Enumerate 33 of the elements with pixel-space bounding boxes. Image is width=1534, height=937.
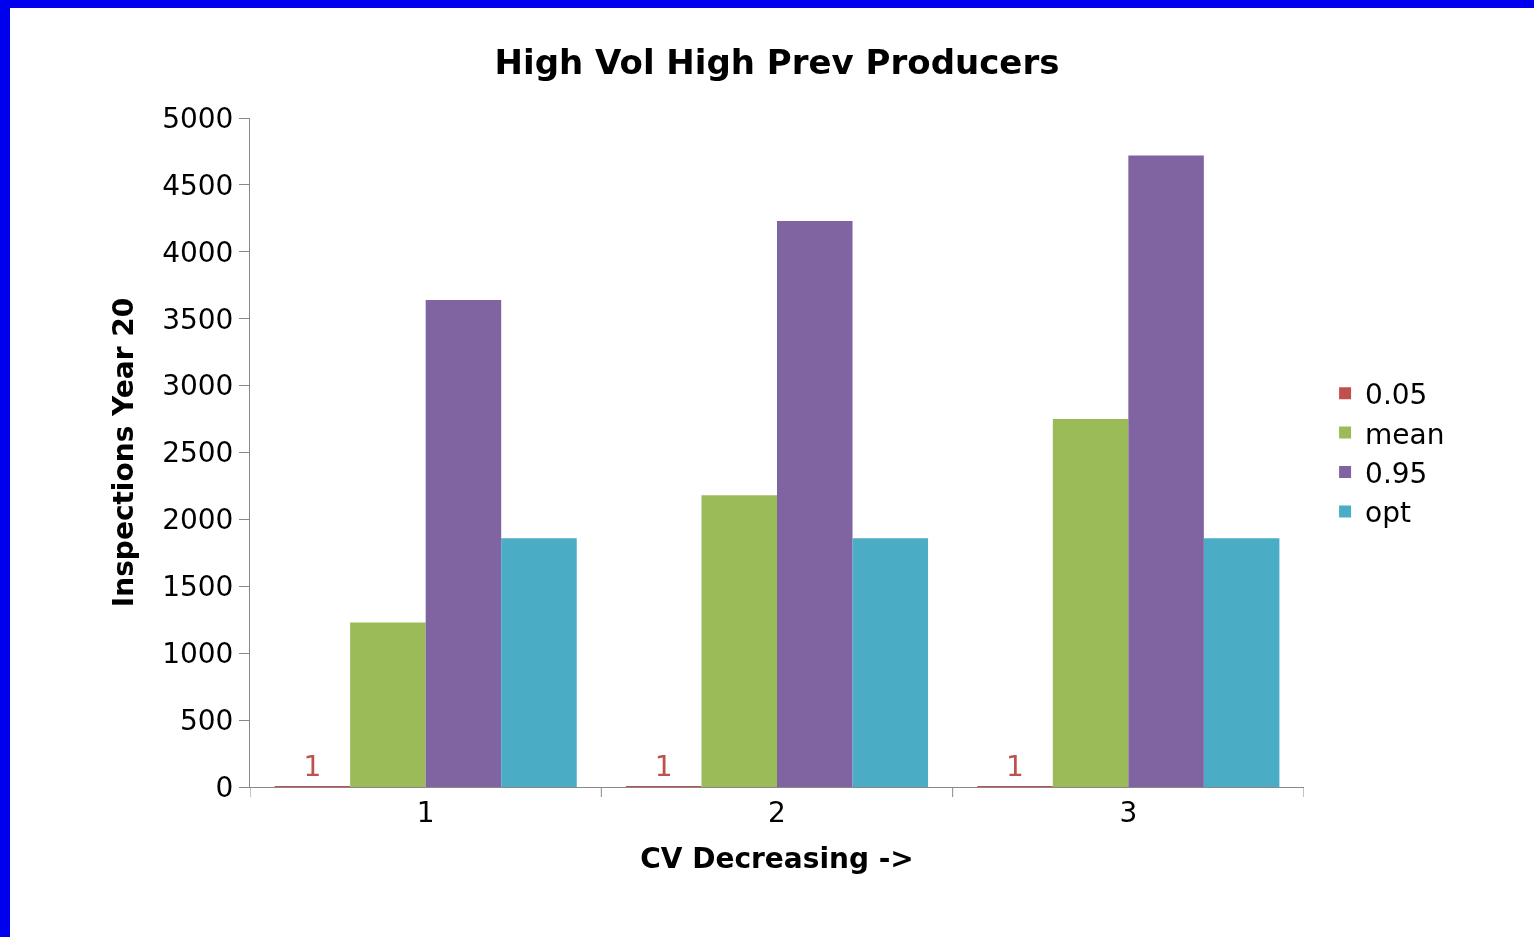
bar <box>852 538 929 787</box>
legend-label: mean <box>1365 417 1445 451</box>
x-tick-label: 3 <box>1119 795 1138 829</box>
y-tick-label: 1500 <box>162 570 234 604</box>
bar <box>701 495 777 787</box>
y-tick-label: 1000 <box>162 637 234 670</box>
bar <box>1052 419 1129 787</box>
chart-title: High Vol High Prev Producers <box>494 41 1060 82</box>
y-axis-title: Inspections Year 20 <box>106 297 140 608</box>
bar <box>777 221 853 787</box>
legend-label: 0.05 <box>1365 378 1428 412</box>
y-tick-label: 5000 <box>162 101 234 135</box>
legend-label: 0.95 <box>1365 456 1428 490</box>
bar <box>501 538 577 787</box>
bar <box>425 299 502 787</box>
y-tick-label: 4000 <box>162 235 234 269</box>
x-tick-label: 1 <box>416 795 435 829</box>
y-tick-label: 3000 <box>162 369 234 403</box>
y-tick-label: 2500 <box>162 436 234 470</box>
bar <box>1203 538 1280 787</box>
x-tick-label: 2 <box>768 795 786 829</box>
x-axis-title: CV Decreasing -> <box>640 841 914 875</box>
bar <box>1128 155 1204 787</box>
y-tick-label: 3500 <box>162 302 234 336</box>
legend-label: opt <box>1365 496 1411 530</box>
data-label: 1 <box>1006 750 1024 783</box>
y-tick-label: 4500 <box>162 168 234 202</box>
data-label: 1 <box>303 750 322 783</box>
data-label: 1 <box>654 750 673 783</box>
y-tick-label: 500 <box>179 703 234 737</box>
y-tick-label: 0 <box>215 770 234 804</box>
bar <box>350 622 426 787</box>
y-tick-label: 2000 <box>162 503 234 537</box>
